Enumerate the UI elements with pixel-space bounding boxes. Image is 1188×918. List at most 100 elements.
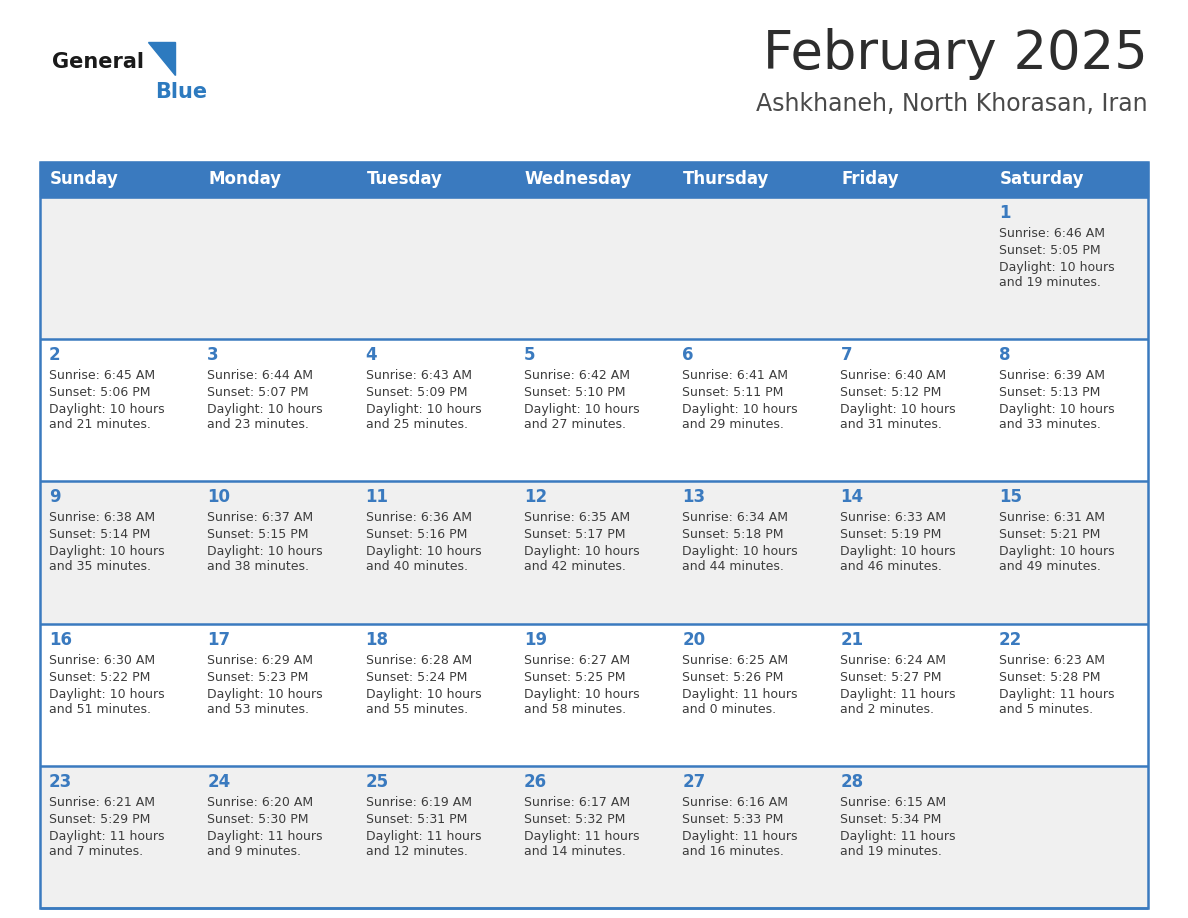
- Text: 12: 12: [524, 488, 546, 507]
- Text: and 46 minutes.: and 46 minutes.: [840, 560, 942, 574]
- Text: Daylight: 11 hours: Daylight: 11 hours: [682, 830, 797, 843]
- Text: 26: 26: [524, 773, 546, 790]
- Text: and 9 minutes.: and 9 minutes.: [207, 845, 302, 857]
- Text: Sunset: 5:06 PM: Sunset: 5:06 PM: [49, 386, 151, 399]
- Text: Sunrise: 6:19 AM: Sunrise: 6:19 AM: [366, 796, 472, 809]
- Text: and 31 minutes.: and 31 minutes.: [840, 419, 942, 431]
- Text: Sunrise: 6:17 AM: Sunrise: 6:17 AM: [524, 796, 630, 809]
- Text: Sunrise: 6:46 AM: Sunrise: 6:46 AM: [999, 227, 1105, 240]
- Text: and 25 minutes.: and 25 minutes.: [366, 419, 468, 431]
- Text: and 23 minutes.: and 23 minutes.: [207, 419, 309, 431]
- Text: 8: 8: [999, 346, 1010, 364]
- Polygon shape: [148, 42, 175, 75]
- Text: Daylight: 10 hours: Daylight: 10 hours: [207, 545, 323, 558]
- Text: Sunset: 5:16 PM: Sunset: 5:16 PM: [366, 529, 467, 542]
- Text: and 12 minutes.: and 12 minutes.: [366, 845, 467, 857]
- Text: Sunrise: 6:20 AM: Sunrise: 6:20 AM: [207, 796, 314, 809]
- Text: and 7 minutes.: and 7 minutes.: [49, 845, 143, 857]
- Text: Sunset: 5:18 PM: Sunset: 5:18 PM: [682, 529, 784, 542]
- Text: Daylight: 11 hours: Daylight: 11 hours: [840, 688, 956, 700]
- Text: 13: 13: [682, 488, 706, 507]
- Text: Sunrise: 6:42 AM: Sunrise: 6:42 AM: [524, 369, 630, 382]
- Text: 18: 18: [366, 631, 388, 649]
- Text: 1: 1: [999, 204, 1010, 222]
- Text: 24: 24: [207, 773, 230, 790]
- Text: Sunset: 5:34 PM: Sunset: 5:34 PM: [840, 812, 942, 826]
- Text: 17: 17: [207, 631, 230, 649]
- Bar: [40, 162, 1148, 197]
- Text: Daylight: 10 hours: Daylight: 10 hours: [49, 688, 165, 700]
- Text: 3: 3: [207, 346, 219, 364]
- Text: 10: 10: [207, 488, 230, 507]
- Text: Sunrise: 6:35 AM: Sunrise: 6:35 AM: [524, 511, 630, 524]
- Bar: [40, 623, 1148, 766]
- Text: 28: 28: [840, 773, 864, 790]
- Text: 27: 27: [682, 773, 706, 790]
- Text: Sunrise: 6:38 AM: Sunrise: 6:38 AM: [49, 511, 156, 524]
- Text: Sunset: 5:28 PM: Sunset: 5:28 PM: [999, 671, 1100, 684]
- Text: Sunrise: 6:34 AM: Sunrise: 6:34 AM: [682, 511, 788, 524]
- Text: Wednesday: Wednesday: [525, 171, 632, 188]
- Text: Sunrise: 6:27 AM: Sunrise: 6:27 AM: [524, 654, 630, 666]
- Text: Sunrise: 6:40 AM: Sunrise: 6:40 AM: [840, 369, 947, 382]
- Text: Sunset: 5:14 PM: Sunset: 5:14 PM: [49, 529, 151, 542]
- Text: 5: 5: [524, 346, 536, 364]
- Text: Daylight: 10 hours: Daylight: 10 hours: [524, 403, 639, 416]
- Text: 16: 16: [49, 631, 72, 649]
- Text: Sunrise: 6:44 AM: Sunrise: 6:44 AM: [207, 369, 314, 382]
- Text: Ashkhaneh, North Khorasan, Iran: Ashkhaneh, North Khorasan, Iran: [757, 92, 1148, 116]
- Text: Tuesday: Tuesday: [367, 171, 442, 188]
- Text: Daylight: 10 hours: Daylight: 10 hours: [207, 688, 323, 700]
- Text: Sunrise: 6:28 AM: Sunrise: 6:28 AM: [366, 654, 472, 666]
- Text: Daylight: 11 hours: Daylight: 11 hours: [999, 688, 1114, 700]
- Bar: [40, 197, 1148, 339]
- Text: Sunday: Sunday: [50, 171, 119, 188]
- Text: Daylight: 10 hours: Daylight: 10 hours: [49, 545, 165, 558]
- Text: Sunrise: 6:41 AM: Sunrise: 6:41 AM: [682, 369, 788, 382]
- Text: Thursday: Thursday: [683, 171, 770, 188]
- Text: Sunrise: 6:24 AM: Sunrise: 6:24 AM: [840, 654, 947, 666]
- Text: and 44 minutes.: and 44 minutes.: [682, 560, 784, 574]
- Bar: [40, 162, 1148, 908]
- Text: Sunrise: 6:30 AM: Sunrise: 6:30 AM: [49, 654, 156, 666]
- Text: Sunset: 5:22 PM: Sunset: 5:22 PM: [49, 671, 151, 684]
- Bar: [40, 481, 1148, 623]
- Text: Sunset: 5:09 PM: Sunset: 5:09 PM: [366, 386, 467, 399]
- Text: Daylight: 10 hours: Daylight: 10 hours: [524, 545, 639, 558]
- Text: and 33 minutes.: and 33 minutes.: [999, 419, 1100, 431]
- Text: 15: 15: [999, 488, 1022, 507]
- Text: and 27 minutes.: and 27 minutes.: [524, 419, 626, 431]
- Text: 6: 6: [682, 346, 694, 364]
- Text: Sunset: 5:33 PM: Sunset: 5:33 PM: [682, 812, 784, 826]
- Text: Daylight: 10 hours: Daylight: 10 hours: [999, 261, 1114, 274]
- Text: and 0 minutes.: and 0 minutes.: [682, 702, 776, 716]
- Text: Daylight: 11 hours: Daylight: 11 hours: [840, 830, 956, 843]
- Text: Sunset: 5:24 PM: Sunset: 5:24 PM: [366, 671, 467, 684]
- Text: Sunset: 5:05 PM: Sunset: 5:05 PM: [999, 244, 1100, 257]
- Text: Friday: Friday: [841, 171, 899, 188]
- Text: and 53 minutes.: and 53 minutes.: [207, 702, 309, 716]
- Text: Sunrise: 6:43 AM: Sunrise: 6:43 AM: [366, 369, 472, 382]
- Text: General: General: [52, 52, 144, 72]
- Text: 20: 20: [682, 631, 706, 649]
- Text: Sunset: 5:19 PM: Sunset: 5:19 PM: [840, 529, 942, 542]
- Text: and 29 minutes.: and 29 minutes.: [682, 419, 784, 431]
- Text: Sunset: 5:31 PM: Sunset: 5:31 PM: [366, 812, 467, 826]
- Text: Sunrise: 6:36 AM: Sunrise: 6:36 AM: [366, 511, 472, 524]
- Text: Sunset: 5:15 PM: Sunset: 5:15 PM: [207, 529, 309, 542]
- Text: Sunset: 5:11 PM: Sunset: 5:11 PM: [682, 386, 784, 399]
- Text: and 21 minutes.: and 21 minutes.: [49, 419, 151, 431]
- Text: Sunrise: 6:37 AM: Sunrise: 6:37 AM: [207, 511, 314, 524]
- Text: Sunrise: 6:45 AM: Sunrise: 6:45 AM: [49, 369, 156, 382]
- Text: Sunset: 5:17 PM: Sunset: 5:17 PM: [524, 529, 625, 542]
- Text: Daylight: 10 hours: Daylight: 10 hours: [524, 688, 639, 700]
- Text: Sunset: 5:13 PM: Sunset: 5:13 PM: [999, 386, 1100, 399]
- Text: Monday: Monday: [208, 171, 282, 188]
- Text: Sunset: 5:07 PM: Sunset: 5:07 PM: [207, 386, 309, 399]
- Text: and 58 minutes.: and 58 minutes.: [524, 702, 626, 716]
- Text: 25: 25: [366, 773, 388, 790]
- Text: Daylight: 10 hours: Daylight: 10 hours: [682, 545, 798, 558]
- Text: Daylight: 11 hours: Daylight: 11 hours: [207, 830, 323, 843]
- Text: 21: 21: [840, 631, 864, 649]
- Bar: [40, 339, 1148, 481]
